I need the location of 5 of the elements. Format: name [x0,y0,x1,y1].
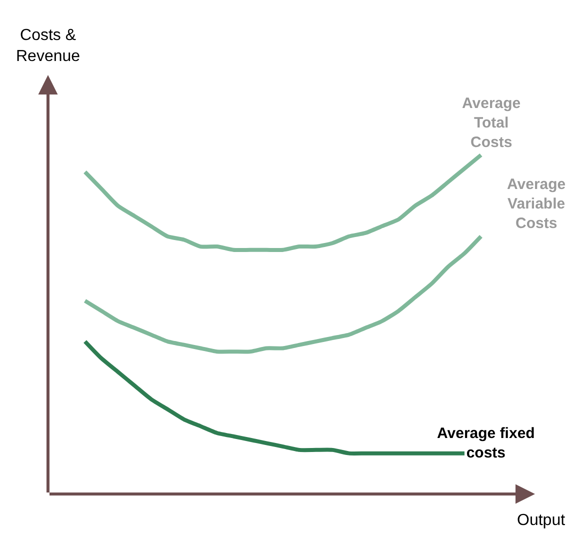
series-label: Average fixed costs [437,425,535,462]
series-label: Average Total Costs [462,95,521,151]
x-axis-title: Output [517,512,566,529]
text: Costs & Revenue [16,27,80,65]
series-label: Average Variable Costs [507,176,566,232]
